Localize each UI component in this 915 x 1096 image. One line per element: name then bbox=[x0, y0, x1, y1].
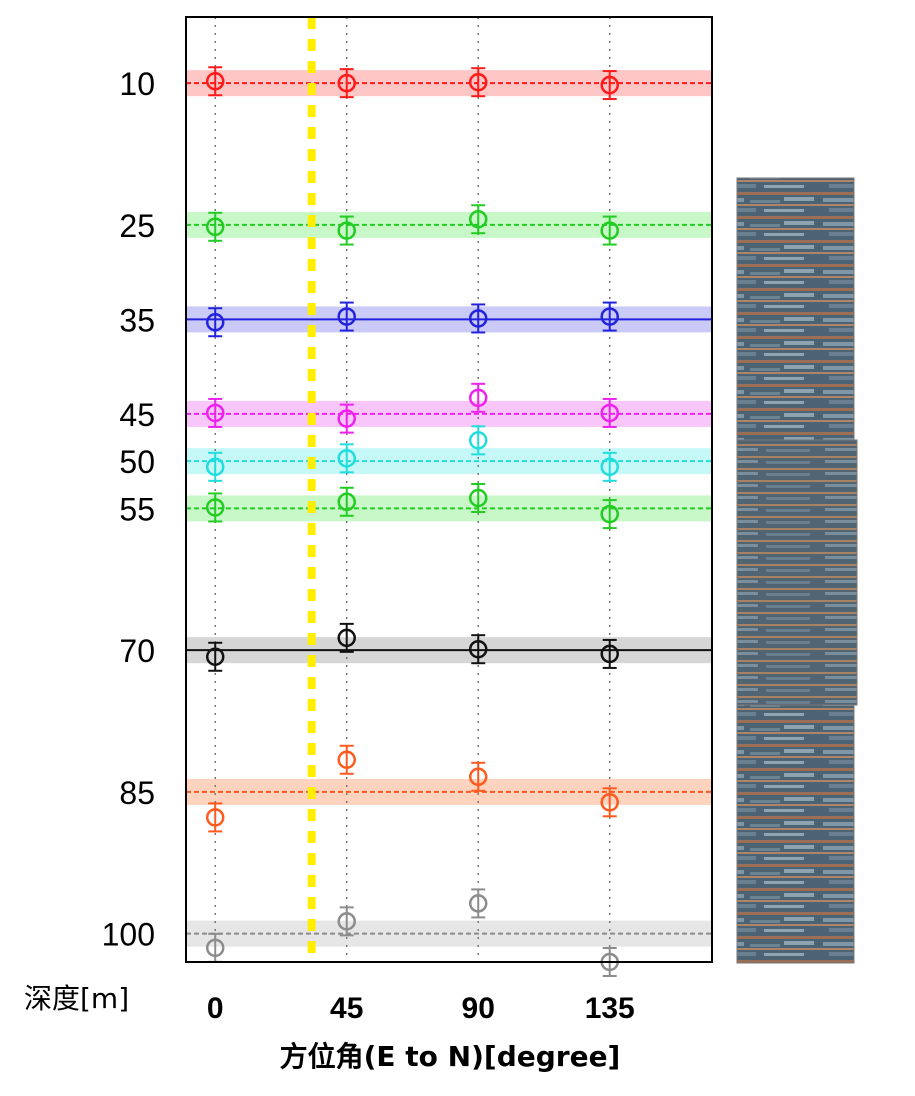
y-tick-label: 35 bbox=[119, 302, 155, 338]
depth-band-85 bbox=[187, 778, 711, 805]
data-point bbox=[468, 431, 488, 450]
data-point bbox=[337, 409, 356, 428]
x-axis-label: 方位角(E to N)[degree] bbox=[280, 1040, 621, 1073]
data-point bbox=[205, 457, 225, 477]
x-tick-labels: 0 45 90 135 bbox=[207, 992, 635, 1025]
data-point bbox=[600, 403, 619, 423]
data-point bbox=[600, 457, 619, 477]
core-sample-middle bbox=[736, 439, 858, 706]
data-point bbox=[337, 492, 356, 512]
data-point bbox=[600, 221, 619, 240]
data-point bbox=[205, 938, 225, 958]
y-tick-label: 10 bbox=[119, 66, 155, 102]
data-point bbox=[468, 767, 488, 787]
data-point bbox=[468, 209, 488, 229]
data-point bbox=[600, 793, 619, 812]
y-tick-label: 100 bbox=[102, 917, 155, 953]
y-tick-label: 70 bbox=[119, 633, 155, 669]
y-tick-label: 45 bbox=[119, 397, 155, 433]
data-point bbox=[337, 221, 356, 240]
x-tick-label: 135 bbox=[585, 992, 635, 1025]
data-point bbox=[205, 217, 225, 237]
depth-band-50 bbox=[187, 448, 711, 475]
data-point bbox=[337, 449, 356, 468]
depth-band-45 bbox=[187, 400, 711, 427]
y-tick-label: 55 bbox=[119, 491, 155, 527]
data-point bbox=[468, 488, 488, 508]
data-point bbox=[337, 750, 356, 770]
data-point bbox=[337, 73, 356, 93]
plot-area bbox=[186, 17, 712, 977]
y-tick-label: 85 bbox=[119, 775, 155, 811]
data-point bbox=[468, 639, 488, 659]
x-tick-label: 45 bbox=[330, 992, 363, 1025]
data-point bbox=[468, 894, 488, 913]
data-point bbox=[205, 808, 225, 827]
y-axis-label: 深度[m] bbox=[24, 982, 129, 1015]
depth-band-100 bbox=[187, 920, 711, 947]
data-point bbox=[205, 647, 225, 667]
data-point bbox=[337, 628, 356, 648]
core-sample-image bbox=[736, 177, 858, 964]
depth-band-25 bbox=[187, 211, 711, 238]
data-point bbox=[600, 644, 619, 664]
data-point bbox=[468, 309, 488, 328]
data-point bbox=[468, 72, 488, 92]
data-point bbox=[205, 72, 225, 91]
data-point bbox=[468, 388, 488, 408]
data-point bbox=[600, 307, 619, 326]
core-sample-lower bbox=[736, 704, 855, 964]
y-tick-labels: 10 25 35 45 50 55 70 85 100 bbox=[102, 66, 155, 953]
plot-frame bbox=[185, 16, 713, 963]
y-tick-label: 50 bbox=[119, 444, 155, 480]
depth-band-55 bbox=[187, 495, 711, 522]
data-point bbox=[600, 504, 619, 524]
data-point bbox=[600, 75, 619, 95]
data-point bbox=[205, 403, 225, 423]
depth-band-10 bbox=[187, 70, 711, 97]
data-point bbox=[337, 912, 356, 931]
data-point bbox=[205, 498, 225, 517]
data-point bbox=[205, 312, 225, 332]
data-point bbox=[337, 307, 356, 326]
core-sample-upper bbox=[736, 177, 855, 441]
y-tick-label: 25 bbox=[119, 208, 155, 244]
x-tick-label: 0 bbox=[207, 992, 224, 1025]
x-tick-label: 90 bbox=[462, 992, 495, 1025]
